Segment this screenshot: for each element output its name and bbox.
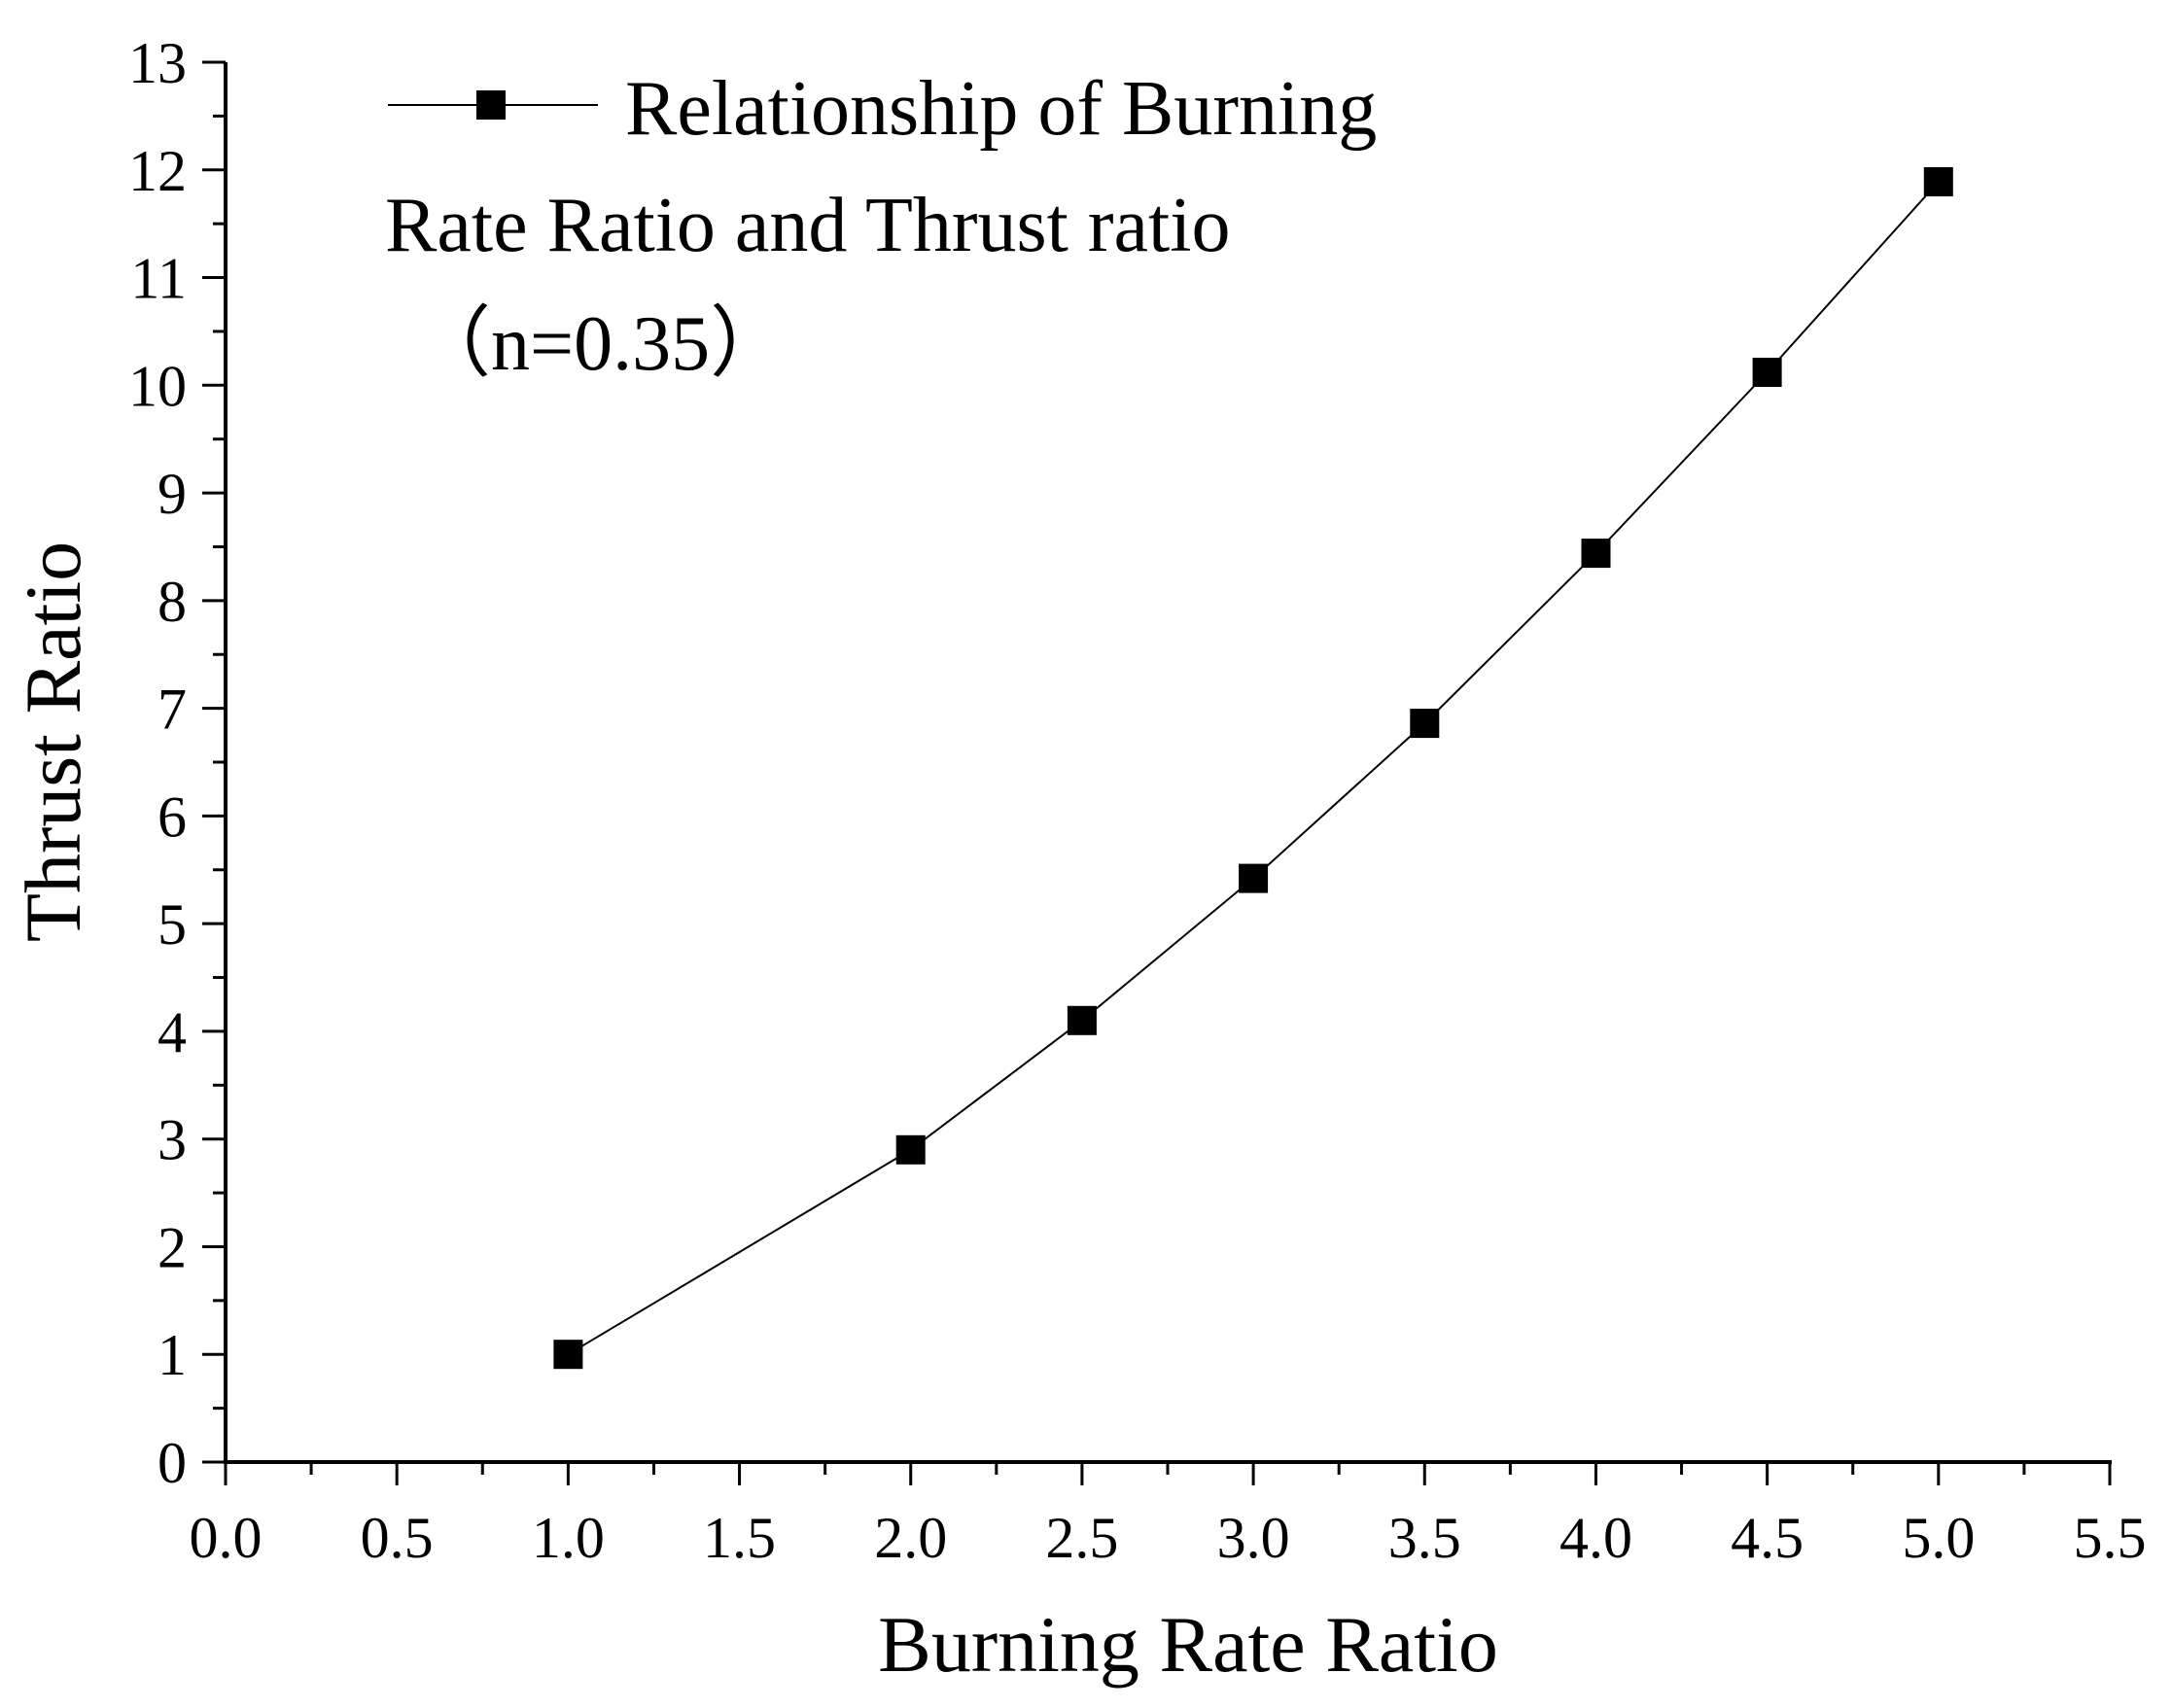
data-point-marker <box>1067 1005 1097 1035</box>
data-point-marker <box>1410 709 1440 739</box>
y-tick-label: 5 <box>158 892 187 957</box>
legend-label-line-2: Rate Ratio and Thrust ratio <box>385 183 1230 268</box>
data-point-marker <box>553 1340 583 1370</box>
data-point-marker <box>1923 167 1953 196</box>
x-tick-label: 4.0 <box>1559 1506 1632 1570</box>
x-tick-label: 3.5 <box>1388 1506 1461 1570</box>
x-axis-ticks: 0.0 0.5 1.0 1.5 2.0 2.5 3.0 3.5 4.0 4.5 5.0 5.5 <box>190 1462 2147 1570</box>
legend-label-line-1: Relationship of Burning <box>625 66 1377 152</box>
x-axis-title: Burning Rate Ratio <box>878 1600 1498 1689</box>
y-tick-label: 6 <box>158 784 187 849</box>
legend-marker <box>476 90 506 120</box>
x-tick-label: 1.5 <box>703 1506 776 1570</box>
y-tick-label: 13 <box>128 31 187 95</box>
y-tick-label: 4 <box>158 1000 187 1064</box>
y-tick-label: 3 <box>158 1108 187 1172</box>
x-tick-label: 0.5 <box>361 1506 434 1570</box>
y-tick-label: 12 <box>128 139 187 203</box>
data-point-marker <box>1581 539 1611 569</box>
y-tick-label: 8 <box>158 570 187 634</box>
x-tick-label: 2.5 <box>1045 1506 1118 1570</box>
x-tick-label: 4.5 <box>1731 1506 1804 1570</box>
y-tick-label: 2 <box>158 1215 187 1279</box>
legend: Relationship of Burning Rate Ratio and T… <box>385 66 1377 387</box>
data-point-marker <box>1752 358 1782 387</box>
x-tick-label: 5.5 <box>2074 1506 2147 1570</box>
axes <box>224 62 2112 1464</box>
legend-label-line-3: （n=0.35） <box>413 301 788 387</box>
y-tick-label: 11 <box>130 247 187 311</box>
x-tick-label: 0.0 <box>190 1506 263 1570</box>
y-tick-label: 7 <box>158 678 187 742</box>
x-tick-label: 5.0 <box>1902 1506 1975 1570</box>
x-tick-label: 1.0 <box>532 1506 605 1570</box>
y-tick-label: 10 <box>128 354 187 418</box>
y-tick-label: 9 <box>158 462 187 526</box>
y-tick-label: 0 <box>158 1431 187 1495</box>
data-point-marker <box>1239 863 1269 893</box>
y-axis-title: Thrust Ratio <box>9 541 97 942</box>
x-tick-label: 2.0 <box>874 1506 947 1570</box>
data-series <box>553 167 1953 1370</box>
y-tick-label: 1 <box>158 1323 187 1387</box>
x-tick-label: 3.0 <box>1217 1506 1290 1570</box>
data-point-marker <box>895 1134 926 1165</box>
series-line <box>567 181 1940 1356</box>
